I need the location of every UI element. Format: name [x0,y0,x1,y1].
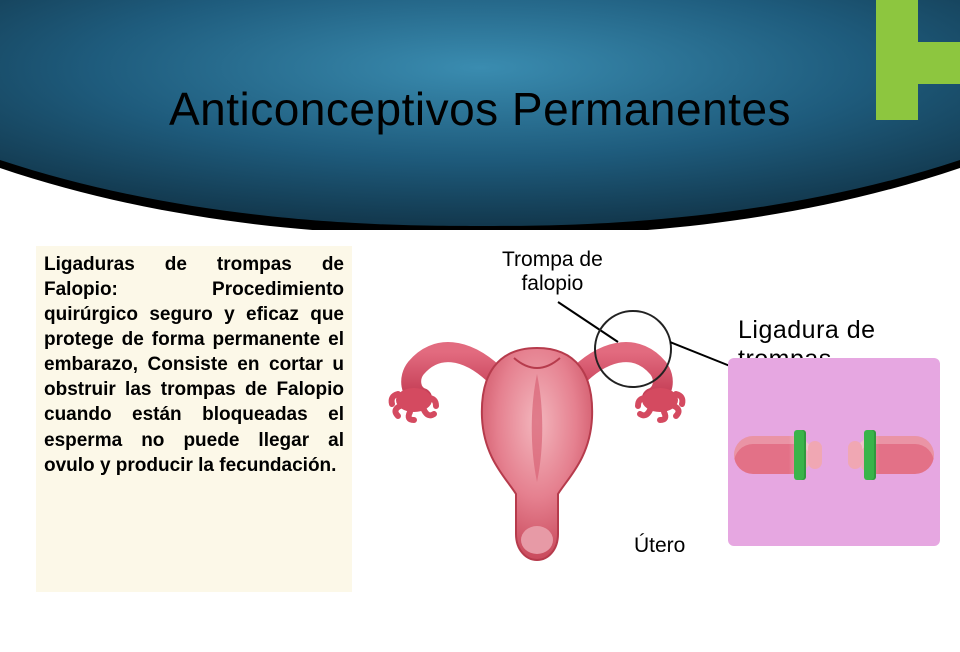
description-textbox: Ligaduras de trompas de Falopio: Procedi… [36,246,352,592]
diagram: Trompa defalopio Útero Ligadura de tromp… [376,238,948,608]
tube-end-right [848,441,862,469]
page-title: Anticonceptivos Permanentes [0,82,960,136]
tube-end-left [808,441,822,469]
ligature-band-right [864,430,876,480]
uterus-illustration [376,278,716,588]
ligature-band-left [794,430,806,480]
description-body: Procedimiento quirúrgico seguro y eficaz… [44,279,344,476]
ribbon-horizontal [914,42,960,84]
callout-circle [594,310,672,388]
ribbon-vertical [876,0,918,120]
detail-panel [728,358,940,546]
slide: Anticonceptivos Permanentes Ligaduras de… [0,0,960,652]
